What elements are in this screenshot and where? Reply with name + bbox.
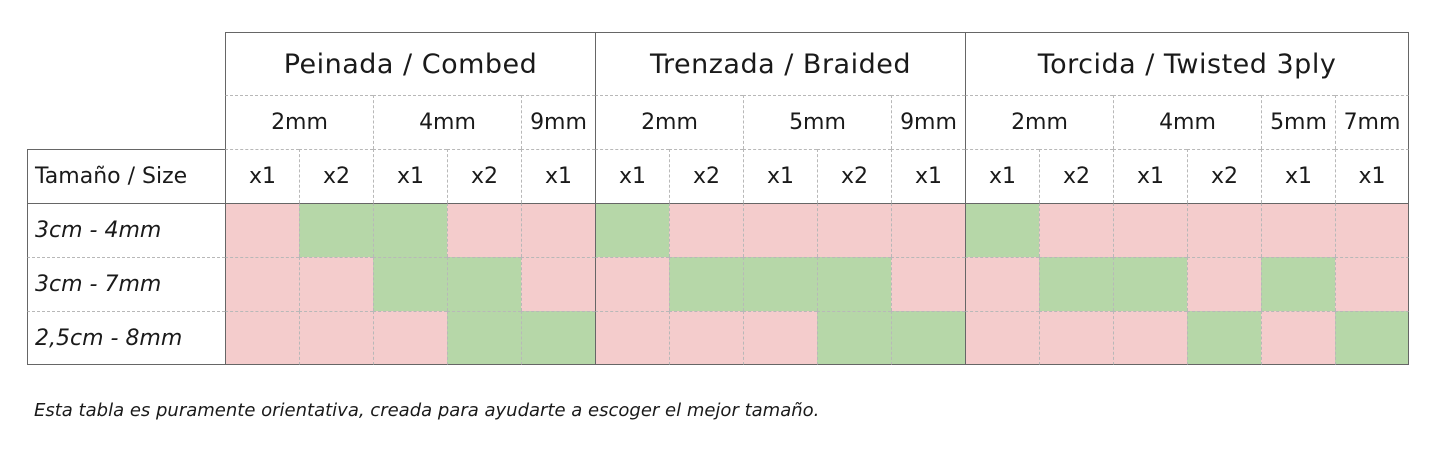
family-header: Peinada / Combed <box>225 32 595 95</box>
multiplier-header: x1 <box>743 149 817 203</box>
size-group-header: 7mm <box>1335 95 1409 149</box>
multiplier-header: x1 <box>595 149 669 203</box>
no-fit-cell <box>1039 311 1113 365</box>
no-fit-cell <box>225 203 299 257</box>
fit-cell <box>447 311 521 365</box>
no-fit-cell <box>669 311 743 365</box>
fit-cell <box>1187 311 1261 365</box>
size-group-header: 5mm <box>743 95 891 149</box>
row-label: 2,5cm - 8mm <box>27 311 225 365</box>
row-header-label: Tamaño / Size <box>27 149 225 203</box>
size-group-header: 2mm <box>595 95 743 149</box>
multiplier-header: x1 <box>373 149 447 203</box>
no-fit-cell <box>743 311 817 365</box>
family-header: Trenzada / Braided <box>595 32 965 95</box>
no-fit-cell <box>1187 257 1261 311</box>
fit-cell <box>817 311 891 365</box>
no-fit-cell <box>1039 203 1113 257</box>
multiplier-header: x1 <box>521 149 595 203</box>
multiplier-header: x1 <box>891 149 965 203</box>
size-group-header: 4mm <box>1113 95 1261 149</box>
no-fit-cell <box>891 203 965 257</box>
fit-cell <box>521 311 595 365</box>
fit-cell <box>743 257 817 311</box>
fit-cell <box>373 257 447 311</box>
row-label: 3cm - 4mm <box>27 203 225 257</box>
no-fit-cell <box>521 203 595 257</box>
no-fit-cell <box>521 257 595 311</box>
no-fit-cell <box>225 311 299 365</box>
row-label: 3cm - 7mm <box>27 257 225 311</box>
no-fit-cell <box>373 311 447 365</box>
no-fit-cell <box>891 257 965 311</box>
fit-cell <box>891 311 965 365</box>
multiplier-header: x2 <box>1039 149 1113 203</box>
fit-cell <box>373 203 447 257</box>
no-fit-cell <box>1261 311 1335 365</box>
no-fit-cell <box>1113 311 1187 365</box>
fit-cell <box>1039 257 1113 311</box>
fit-cell <box>1261 257 1335 311</box>
no-fit-cell <box>299 257 373 311</box>
no-fit-cell <box>595 311 669 365</box>
no-fit-cell <box>299 311 373 365</box>
no-fit-cell <box>1335 257 1409 311</box>
footnote: Esta tabla es puramente orientativa, cre… <box>34 400 820 421</box>
fit-cell <box>1113 257 1187 311</box>
fit-cell <box>817 257 891 311</box>
no-fit-cell <box>817 203 891 257</box>
size-group-header: 5mm <box>1261 95 1335 149</box>
no-fit-cell <box>965 311 1039 365</box>
fit-cell <box>669 257 743 311</box>
multiplier-header: x1 <box>225 149 299 203</box>
multiplier-header: x2 <box>1187 149 1261 203</box>
multiplier-header: x2 <box>299 149 373 203</box>
fit-cell <box>1335 311 1409 365</box>
multiplier-header: x1 <box>1335 149 1409 203</box>
size-group-header: 4mm <box>373 95 521 149</box>
multiplier-header: x1 <box>965 149 1039 203</box>
multiplier-header: x2 <box>817 149 891 203</box>
no-fit-cell <box>965 257 1039 311</box>
size-group-header: 9mm <box>521 95 595 149</box>
no-fit-cell <box>1261 203 1335 257</box>
no-fit-cell <box>595 257 669 311</box>
multiplier-header: x2 <box>447 149 521 203</box>
size-group-header: 2mm <box>225 95 373 149</box>
size-group-header: 2mm <box>965 95 1113 149</box>
no-fit-cell <box>1113 203 1187 257</box>
fit-cell <box>595 203 669 257</box>
fit-cell <box>299 203 373 257</box>
multiplier-header: x2 <box>669 149 743 203</box>
multiplier-header: x1 <box>1113 149 1187 203</box>
no-fit-cell <box>447 203 521 257</box>
no-fit-cell <box>669 203 743 257</box>
no-fit-cell <box>1187 203 1261 257</box>
family-header: Torcida / Twisted 3ply <box>965 32 1409 95</box>
no-fit-cell <box>1335 203 1409 257</box>
multiplier-header: x1 <box>1261 149 1335 203</box>
fit-cell <box>447 257 521 311</box>
no-fit-cell <box>743 203 817 257</box>
fit-cell <box>965 203 1039 257</box>
no-fit-cell <box>225 257 299 311</box>
size-group-header: 9mm <box>891 95 965 149</box>
